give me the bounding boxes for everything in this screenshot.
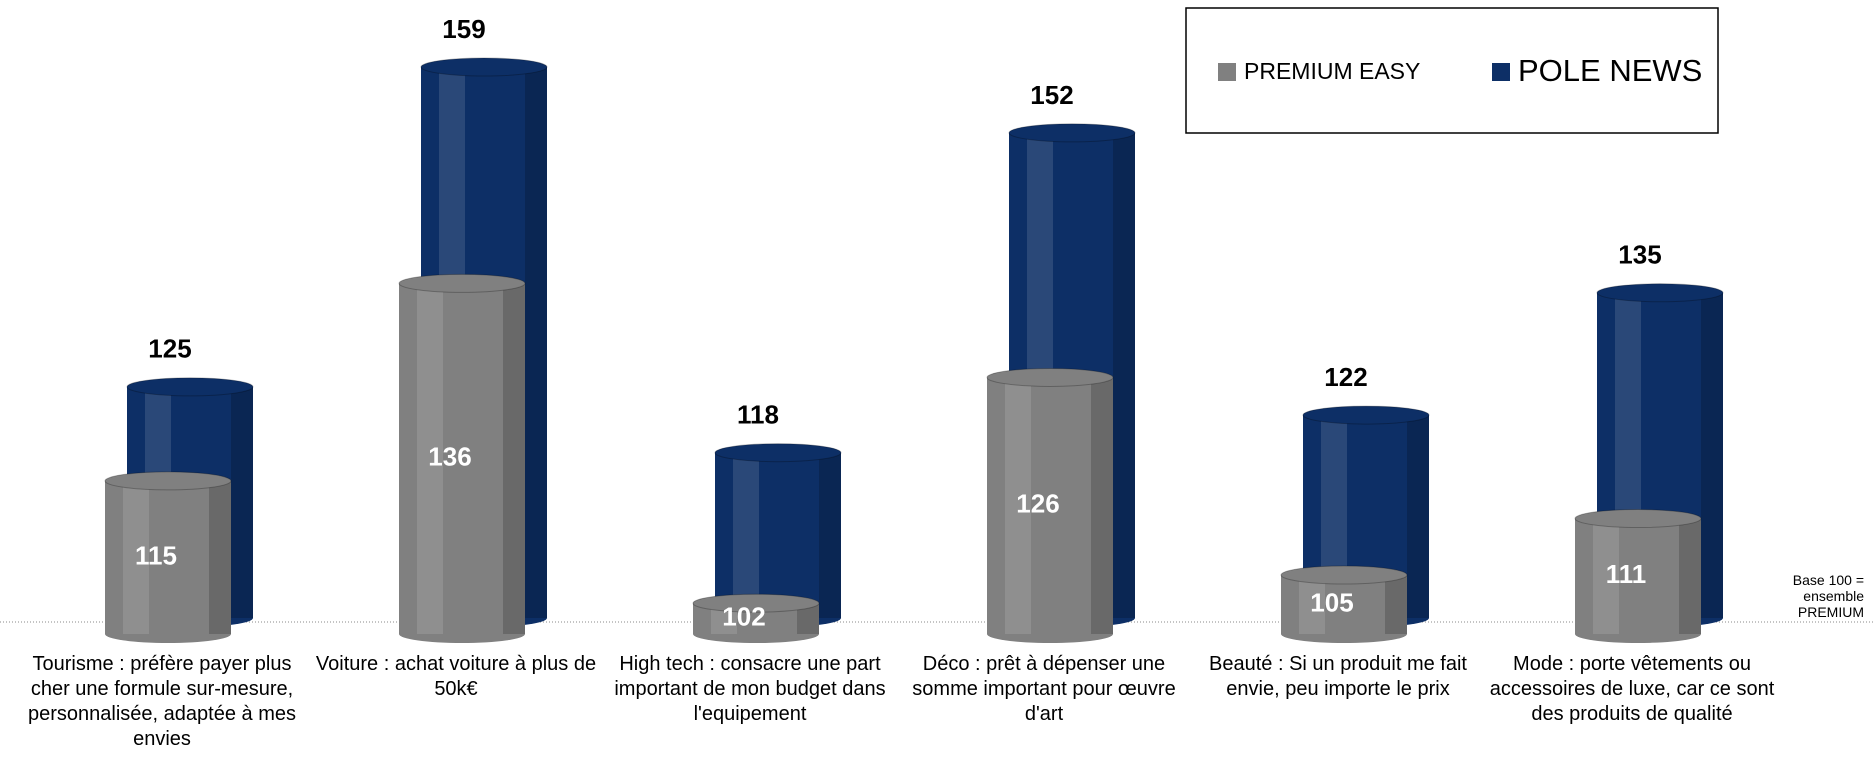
cylinder-top bbox=[1574, 509, 1702, 529]
legend-label: POLE NEWS bbox=[1518, 53, 1702, 88]
cylinder bbox=[715, 452, 841, 618]
cylinder-shadow bbox=[1113, 132, 1135, 618]
annotation: Base 100 = ensemble PREMIUM bbox=[1792, 572, 1864, 620]
cylinder-shadow bbox=[819, 452, 841, 618]
value-label: 152 bbox=[1030, 80, 1073, 110]
cylinder-highlight bbox=[733, 452, 759, 618]
legend-swatch bbox=[1492, 63, 1510, 81]
cylinder bbox=[1575, 518, 1701, 634]
cylinder-shadow bbox=[1385, 574, 1407, 634]
cylinder-shadow bbox=[209, 480, 231, 634]
cylinder-top bbox=[104, 471, 232, 491]
cylinder-highlight bbox=[1593, 518, 1619, 634]
cylinder-shadow bbox=[1701, 292, 1723, 618]
legend-label: PREMIUM EASY bbox=[1244, 58, 1420, 84]
cylinder-shadow bbox=[503, 283, 525, 634]
cylinder-highlight bbox=[123, 480, 149, 634]
x-tick-label: High tech : consacre une part important … bbox=[614, 653, 886, 725]
cylinder-top bbox=[1302, 405, 1430, 425]
cylinder-shadow bbox=[797, 603, 819, 634]
cylinder-top bbox=[126, 377, 254, 397]
value-label: 122 bbox=[1324, 362, 1367, 392]
cylinder-highlight bbox=[1299, 574, 1325, 634]
x-tick-label: Déco : prêt à dépenser une somme importa… bbox=[912, 653, 1176, 725]
cylinder-top bbox=[398, 273, 526, 293]
value-label: 102 bbox=[722, 601, 765, 631]
cylinder-shadow bbox=[1679, 518, 1701, 634]
cylinder-top bbox=[1008, 123, 1136, 143]
cylinder-highlight bbox=[1005, 377, 1031, 634]
value-label: 126 bbox=[1016, 489, 1059, 519]
cylinder-top bbox=[714, 443, 842, 463]
cylinder-shadow bbox=[231, 386, 253, 618]
cylinder-top bbox=[692, 593, 820, 613]
cylinder bbox=[1281, 574, 1407, 634]
value-label: 135 bbox=[1618, 240, 1661, 270]
cylinder-top bbox=[986, 367, 1114, 387]
cylinder-shadow bbox=[1407, 415, 1429, 618]
cylinder bbox=[105, 480, 231, 634]
cylinder-shadow bbox=[1091, 377, 1113, 634]
cylinder-top bbox=[420, 57, 548, 77]
legend-swatch bbox=[1218, 63, 1236, 81]
x-tick-label: Beauté : Si un produit me fait envie, pe… bbox=[1209, 653, 1467, 700]
cylinder bbox=[987, 377, 1113, 634]
value-label: 105 bbox=[1310, 587, 1353, 617]
value-label: 111 bbox=[1606, 559, 1647, 589]
value-label: 125 bbox=[148, 334, 191, 364]
value-label: 115 bbox=[135, 540, 177, 570]
value-label: 159 bbox=[442, 14, 485, 44]
x-tick-label: Mode : porte vêtements ou accessoires de… bbox=[1489, 653, 1775, 725]
cylinder-shadow bbox=[525, 67, 547, 618]
legend-box bbox=[1185, 7, 1719, 134]
value-label: 118 bbox=[737, 400, 779, 430]
x-tick-label: Voiture : achat voiture à plus de 50k€ bbox=[315, 653, 597, 700]
cylinder-top bbox=[1280, 565, 1408, 585]
cylinder-highlight bbox=[417, 283, 443, 634]
cylinder-top bbox=[1596, 283, 1724, 303]
x-tick-label: Tourisme : préfère payer plus cher une f… bbox=[28, 653, 296, 750]
value-label: 136 bbox=[428, 442, 471, 472]
cylinder bbox=[399, 283, 525, 634]
